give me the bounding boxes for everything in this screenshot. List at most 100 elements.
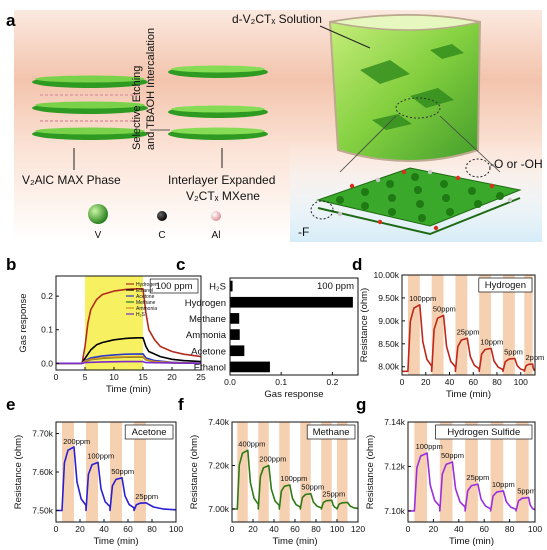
x-tick-label: 100	[169, 524, 183, 534]
gas-on-band	[321, 422, 332, 522]
y-tick-label: 7.10k	[384, 506, 406, 516]
gas-on-band	[85, 276, 143, 370]
y-tick-label: 8.50k	[378, 339, 400, 349]
x-tick-label: 20	[167, 372, 177, 382]
max-phase-label: V₂AlC MAX Phase	[22, 173, 121, 187]
y-axis-label: Gas response	[18, 293, 29, 352]
gas-on-band	[465, 422, 478, 522]
gas-on-band	[86, 422, 98, 522]
series-line	[56, 337, 202, 365]
y-tick-label: 0.1	[41, 325, 53, 335]
mxene-flake-zoom	[310, 115, 522, 236]
x-tick-label: 20	[75, 524, 85, 534]
x-tick-label: 60	[290, 524, 300, 534]
concentration-label: 100ppm	[409, 294, 436, 303]
x-tick-label: 120	[351, 524, 365, 534]
x-tick-label: 25	[196, 372, 206, 382]
mxene-label-2: V₂CTₓ MXene	[186, 189, 260, 203]
y-tick-label: 9.50k	[378, 293, 400, 303]
concentration-label: 10ppm	[480, 337, 503, 346]
panel-label-f: f	[178, 395, 184, 414]
vanadium-atom-icon	[88, 204, 108, 224]
max-phase-stack	[32, 75, 148, 170]
annotation-box	[435, 424, 533, 440]
panel-label-d: d	[352, 255, 362, 274]
x-tick-label: 80	[147, 524, 157, 534]
gas-on-band	[479, 275, 492, 375]
gas-on-band	[279, 422, 290, 522]
x-tick-label: 0.2	[326, 377, 338, 387]
concentration-label: 400ppm	[238, 439, 265, 448]
step-label-1: Selective Etching	[131, 66, 143, 150]
series-line	[56, 355, 202, 365]
gas-on-band	[258, 422, 269, 522]
termination-label-f: -F	[298, 225, 309, 239]
concentration-label: 100ppm	[87, 451, 114, 460]
y-axis-label: Resistance (ohm)	[13, 435, 24, 509]
x-tick-label: 20	[429, 524, 439, 534]
x-tick-label: 100	[514, 377, 528, 387]
category-label: Ammonia	[186, 330, 227, 341]
x-tick-label: 15	[138, 372, 148, 382]
x-tick-label: 40	[99, 524, 109, 534]
panel-label-g: g	[356, 395, 366, 414]
concentration-label: 5ppm	[504, 347, 523, 356]
legend-label: Methane	[136, 300, 156, 306]
chart-g: g 0 20 40 60 80 100 7.10k 7.12k 7.14k Time (min) Re…	[356, 395, 542, 547]
x-tick-label: 0	[406, 524, 411, 534]
annotation-box	[149, 278, 199, 294]
y-tick-label: 7.60k	[32, 467, 54, 477]
y-axis-label: Resistance (ohm)	[365, 435, 376, 509]
x-axis-label: Gas response	[264, 389, 323, 400]
step-label-2: and TBAOH Intercalation	[145, 28, 157, 150]
category-label: H₂S	[209, 282, 226, 293]
atom-label-al: Al	[212, 230, 221, 241]
chart-b: b 0 5 10 15 20 25 0.0 0.1 0.2 Time (min) Gas respon…	[6, 255, 206, 395]
concentration-label: 200ppm	[259, 454, 286, 463]
bar	[230, 280, 233, 292]
annotation-label: 100 ppm	[156, 281, 193, 292]
plot-frame	[55, 275, 202, 371]
concentration-label: 50ppm	[441, 451, 464, 460]
termination-label-o: -O or -OH	[490, 157, 543, 171]
series-line	[402, 304, 536, 373]
annotation-label: 100 ppm	[317, 281, 354, 292]
concentration-label: 5ppm	[517, 487, 536, 496]
category-label: Methane	[189, 314, 226, 325]
chart-f: f 0 20 40 60 80 100 120 7.00k 7.20k 7.40k Time (min…	[178, 395, 365, 547]
y-tick-label: 7.70k	[32, 429, 54, 439]
gas-on-band	[134, 422, 146, 522]
x-tick-label: 40	[454, 524, 464, 534]
series-line	[408, 452, 536, 512]
concentration-label: 200ppm	[63, 437, 90, 446]
y-tick-label: 0.0	[41, 358, 53, 368]
annotation-box	[478, 277, 533, 293]
x-axis-label: Time (min)	[106, 384, 151, 395]
annotation-label: Methane	[313, 427, 350, 438]
x-tick-label: 40	[269, 524, 279, 534]
y-tick-label: 8.00k	[378, 362, 400, 372]
chart-e: e 0 20 40 60 80 100 7.50k 7.60k 7.70k Time (min) Re…	[6, 395, 183, 547]
plot-frame	[407, 421, 536, 523]
gas-on-band	[62, 422, 74, 522]
gas-on-band	[300, 422, 311, 522]
y-tick-label: 7.14k	[384, 417, 406, 427]
y-tick-label: 7.12k	[384, 461, 406, 471]
gas-on-band	[237, 422, 248, 522]
gas-on-band	[502, 275, 515, 375]
x-tick-label: 0	[400, 377, 405, 387]
category-label: Ethanol	[194, 362, 226, 373]
category-label: Hydrogen	[185, 298, 226, 309]
x-tick-label: 0	[230, 524, 235, 534]
gas-on-band	[524, 275, 533, 375]
atom-label-v: V	[95, 230, 102, 241]
mxene-stack	[168, 65, 268, 168]
gas-on-band	[431, 275, 444, 375]
concentration-label: 25ppm	[135, 492, 158, 501]
y-tick-label: 9.00k	[378, 316, 400, 326]
y-tick-label: 7.20k	[208, 460, 230, 470]
x-tick-label: 0	[54, 372, 59, 382]
concentration-label: 25ppm	[466, 473, 489, 482]
annotation-label: Hydrogen	[485, 280, 526, 291]
